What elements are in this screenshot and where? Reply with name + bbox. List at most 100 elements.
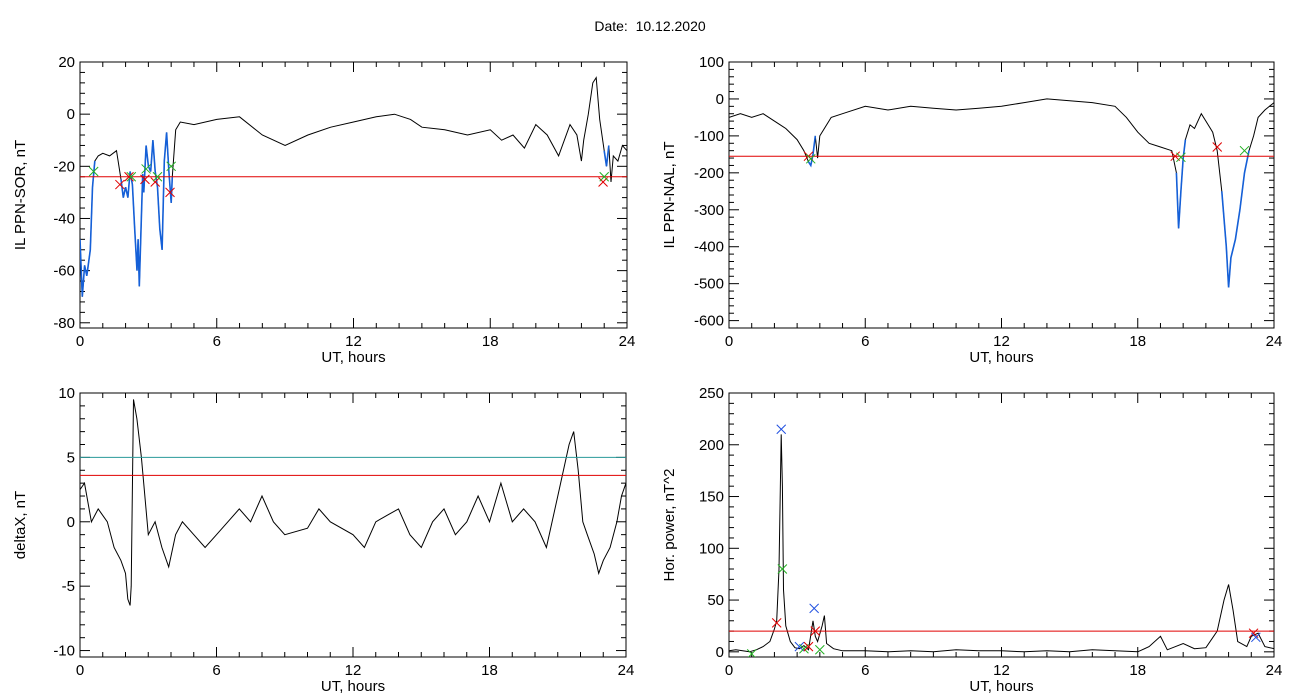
x-tick-label: 18 (481, 662, 498, 679)
x-tick-label: 6 (861, 662, 869, 679)
y-tick-label: 0 (67, 106, 75, 123)
plot-area (729, 424, 1274, 657)
marker-stroke (165, 187, 175, 198)
y-tick-label: 250 (699, 385, 724, 402)
plot-frame (79, 61, 628, 329)
event-marker (777, 564, 788, 574)
y-axis-label: IL PPN-NAL, nT (661, 142, 678, 249)
x-tick-label: 24 (618, 662, 635, 679)
x-tick-label: 24 (1266, 662, 1283, 679)
marker-stroke (599, 171, 610, 182)
series-highlight-segment (80, 161, 96, 297)
series-highlight-segment (1221, 150, 1250, 288)
marker-stroke (1239, 145, 1250, 156)
x-tick-label: 6 (861, 333, 869, 350)
y-tick-label: -20 (53, 158, 75, 175)
event-marker (140, 174, 150, 185)
event-marker (599, 171, 610, 182)
x-tick-label: 18 (1129, 333, 1146, 350)
y-axis-label: Hor. power, nT^2 (661, 469, 678, 582)
x-axis-label: UT, hours (321, 349, 385, 366)
event-marker (803, 641, 814, 652)
y-tick-label: -40 (53, 210, 75, 227)
series-highlight-segment (603, 145, 610, 167)
marker-stroke (809, 603, 820, 614)
marker-stroke (803, 641, 814, 652)
marker-stroke (1248, 628, 1259, 639)
event-marker (805, 153, 816, 164)
x-tick-label: 0 (76, 333, 84, 350)
marker-stroke (747, 649, 757, 657)
marker-stroke (771, 617, 782, 628)
event-marker (746, 649, 757, 657)
x-tick-label: 12 (345, 662, 362, 679)
plot-area (80, 76, 627, 297)
marker-stroke (1250, 632, 1261, 643)
event-marker (88, 166, 99, 177)
y-tick-label: -100 (694, 128, 724, 145)
x-tick-label: 18 (482, 333, 499, 350)
plot-frame (728, 392, 1275, 658)
event-marker (166, 161, 177, 172)
chart-panel-4: 0 6 12 18 24 0 50 100 150 200 250 UT, hours Hor. pow… (661, 385, 1282, 695)
marker-stroke (1212, 142, 1223, 152)
y-axis-label: deltaX, nT (12, 491, 29, 559)
marker-stroke (1170, 151, 1181, 162)
marker-stroke (805, 153, 816, 164)
event-marker (1176, 152, 1186, 163)
marker-stroke (150, 177, 161, 187)
x-tick-label: 0 (725, 662, 733, 679)
marker-stroke (124, 171, 134, 182)
y-tick-label: -600 (694, 313, 724, 330)
chart-panel-3: 0 6 12 18 24 -10 -5 0 5 10 UT, hours deltaX, nT (12, 385, 634, 695)
marker-stroke (166, 161, 177, 172)
chart-panel-1: 0 6 12 18 24 -80 -60 -40 -20 0 20 UT, hours IL PPN-S… (12, 54, 635, 366)
event-marker (150, 177, 161, 187)
chart-title: Date: 10.12.2020 (594, 18, 706, 34)
series-line (729, 434, 1274, 653)
marker-stroke (126, 171, 137, 182)
marker-stroke (115, 179, 125, 190)
event-marker (809, 603, 820, 614)
series-line (80, 76, 627, 297)
event-marker (1239, 145, 1250, 156)
event-marker (165, 187, 175, 198)
y-tick-label: -10 (53, 643, 75, 660)
y-tick-label: -80 (53, 315, 75, 332)
event-marker (1212, 142, 1223, 152)
y-tick-label: -5 (62, 578, 75, 595)
marker-stroke (776, 424, 787, 435)
x-axis-label: UT, hours (321, 678, 385, 695)
y-tick-label: 150 (699, 489, 724, 506)
event-marker (771, 617, 782, 628)
y-tick-label: 100 (699, 54, 724, 71)
series-line (729, 98, 1274, 288)
marker-stroke (810, 626, 821, 636)
plot-area (80, 399, 626, 606)
chart-panel-2: 0 6 12 18 24 -600 -500 -400 -300 -200 -100 0 100 UT, … (661, 54, 1282, 366)
y-tick-label: 5 (67, 449, 75, 466)
x-tick-label: 12 (993, 333, 1010, 350)
x-tick-label: 6 (213, 333, 221, 350)
y-tick-label: 0 (716, 644, 724, 661)
y-tick-label: 50 (707, 592, 724, 609)
x-tick-label: 12 (993, 662, 1010, 679)
series-line (80, 399, 626, 606)
y-tick-label: 20 (58, 54, 75, 71)
event-marker (810, 626, 821, 636)
event-marker (141, 164, 151, 174)
y-tick-label: -500 (694, 276, 724, 293)
marker-stroke (794, 641, 805, 652)
y-tick-label: 0 (716, 91, 724, 108)
x-tick-label: 18 (1129, 662, 1146, 679)
marker-stroke (1176, 152, 1186, 163)
y-tick-label: -400 (694, 239, 724, 256)
marker-stroke (88, 166, 99, 177)
x-tick-label: 12 (345, 333, 362, 350)
x-tick-label: 6 (212, 662, 220, 679)
x-tick-label: 0 (76, 662, 84, 679)
plot-frame (79, 392, 627, 658)
y-tick-label: -60 (53, 263, 75, 280)
x-tick-label: 24 (619, 333, 636, 350)
